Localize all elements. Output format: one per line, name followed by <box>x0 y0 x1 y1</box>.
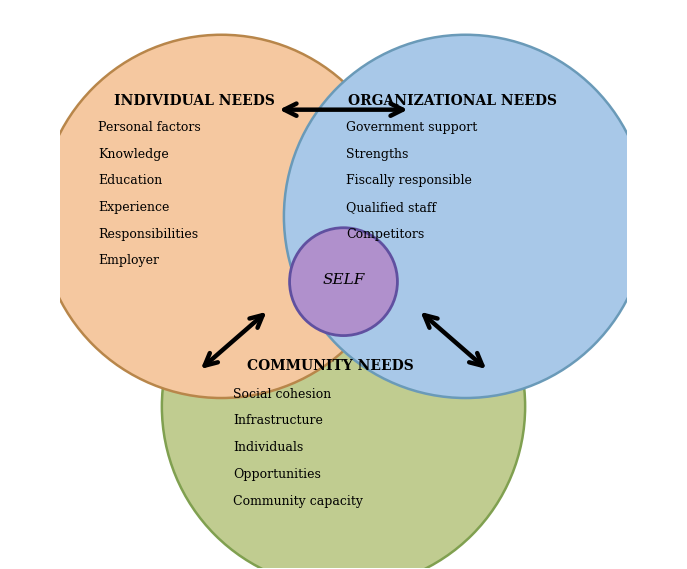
Circle shape <box>284 35 647 398</box>
Text: Personal factors: Personal factors <box>98 121 201 134</box>
Text: Education: Education <box>98 174 163 187</box>
Text: Qualified staff: Qualified staff <box>346 201 436 214</box>
Text: ORGANIZATIONAL NEEDS: ORGANIZATIONAL NEEDS <box>348 94 557 108</box>
Text: Responsibilities: Responsibilities <box>98 228 199 241</box>
Circle shape <box>162 225 525 569</box>
Text: Strengths: Strengths <box>346 148 409 160</box>
Text: Experience: Experience <box>98 201 170 214</box>
Text: Competitors: Competitors <box>346 228 425 241</box>
Text: Community capacity: Community capacity <box>233 494 363 508</box>
Text: Employer: Employer <box>98 254 159 267</box>
Text: Government support: Government support <box>346 121 477 134</box>
Text: Individuals: Individuals <box>233 441 303 454</box>
Text: Opportunities: Opportunities <box>233 468 321 481</box>
Text: Social cohesion: Social cohesion <box>233 388 331 401</box>
Text: Fiscally responsible: Fiscally responsible <box>346 174 472 187</box>
Circle shape <box>40 35 403 398</box>
Circle shape <box>290 228 397 336</box>
Text: SELF: SELF <box>322 273 365 287</box>
Text: INDIVIDUAL NEEDS: INDIVIDUAL NEEDS <box>113 94 275 108</box>
Text: Knowledge: Knowledge <box>98 148 169 160</box>
Text: Infrastructure: Infrastructure <box>233 414 323 427</box>
Text: COMMUNITY NEEDS: COMMUNITY NEEDS <box>247 360 414 373</box>
